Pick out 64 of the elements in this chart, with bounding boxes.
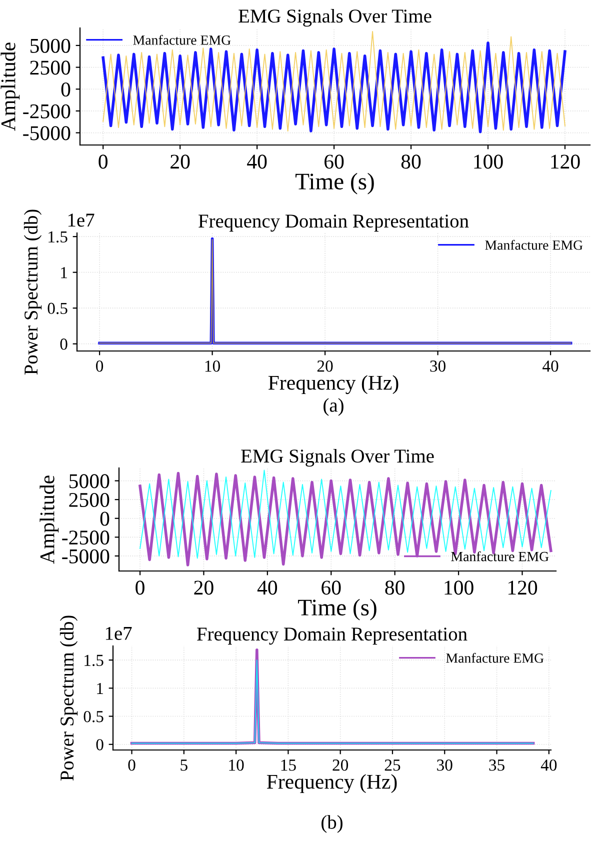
y-tick-label: -2500 (62, 530, 110, 545)
x-tick-label: 25 (384, 760, 400, 771)
chart-title: Frequency Domain Representation (198, 214, 469, 232)
x-tick-label: 0 (136, 580, 144, 595)
y-tick-label: 0 (60, 338, 68, 350)
x-tick-label: 80 (401, 154, 421, 169)
y-tick-label: 0 (96, 739, 104, 750)
x-tick-label: 20 (170, 154, 190, 169)
y-tick-label: 1 (97, 682, 103, 694)
x-tick-label: 30 (430, 360, 446, 372)
y-tick-label: 0.5 (48, 302, 68, 314)
y-tick-label: 1.5 (48, 231, 68, 243)
x-tick-label: 35 (489, 760, 504, 771)
legend-label: Manfacture EMG (133, 34, 231, 45)
legend-label: Manfacture EMG (446, 652, 544, 663)
x-tick-label: 15 (281, 760, 296, 771)
x-tick-label: 120 (551, 154, 580, 169)
y-axis-title: Power Spectrum (db) (60, 616, 78, 781)
y-tick-label: 1 (61, 267, 67, 278)
text: 1e7 (106, 626, 132, 640)
x-tick-label: 120 (508, 580, 538, 595)
x-axis-title: Frequency (Hz) (266, 774, 397, 794)
x-tick-label: 10 (205, 360, 220, 372)
x-tick-label: 40 (540, 760, 557, 771)
x-tick-label: 40 (542, 360, 558, 372)
x-tick-label: 40 (247, 154, 267, 169)
x-tick-label: 100 (444, 580, 474, 595)
x-axis-title: Time (s) (298, 598, 376, 620)
x-tick-label: 100 (474, 154, 503, 169)
text: (a) (324, 398, 344, 416)
x-tick-label: 60 (324, 154, 344, 169)
y-tick-label: 2500 (69, 492, 110, 508)
y-tick-label: -2500 (23, 104, 70, 118)
legend-label: Manfacture EMG (451, 551, 549, 562)
y-tick-label: 0.5 (84, 710, 104, 722)
x-tick-label: 20 (332, 760, 348, 771)
x-tick-label: 20 (194, 580, 214, 595)
y-tick-label: -5000 (62, 549, 110, 564)
y-tick-label: 1.5 (84, 654, 104, 666)
y-tick-label: 5000 (30, 38, 70, 53)
legend-label: Manfacture EMG (485, 240, 583, 250)
x-tick-label: 60 (322, 580, 341, 595)
x-tick-label: 20 (317, 360, 333, 372)
y-axis-title: Amplitude (40, 476, 59, 564)
x-tick-label: 30 (437, 760, 452, 771)
y-tick-label: 0 (100, 512, 110, 526)
x-axis-title: Frequency (Hz) (268, 375, 398, 394)
x-tick-label: 5 (180, 760, 188, 771)
x-tick-label: 10 (229, 760, 244, 771)
text: 1e7 (68, 214, 94, 227)
x-tick-label: 80 (385, 580, 404, 595)
chart-title: Frequency Domain Representation (197, 628, 468, 645)
x-axis-title: Time (s) (296, 172, 374, 194)
x-tick-label: 0 (128, 760, 136, 771)
chart-title: EMG Signals Over Time (238, 8, 432, 27)
y-tick-label: 2500 (30, 60, 70, 75)
y-axis-title: Power Spectrum (db) (24, 210, 42, 375)
y-tick-label: 0 (61, 82, 70, 97)
text: (b) (322, 815, 342, 833)
y-tick-label: -5000 (23, 126, 70, 140)
y-tick-label: 5000 (70, 474, 110, 488)
x-tick-label: 40 (257, 580, 278, 595)
y-axis-title: Amplitude (0, 42, 20, 131)
chart-title: EMG Signals Over Time (241, 448, 434, 467)
